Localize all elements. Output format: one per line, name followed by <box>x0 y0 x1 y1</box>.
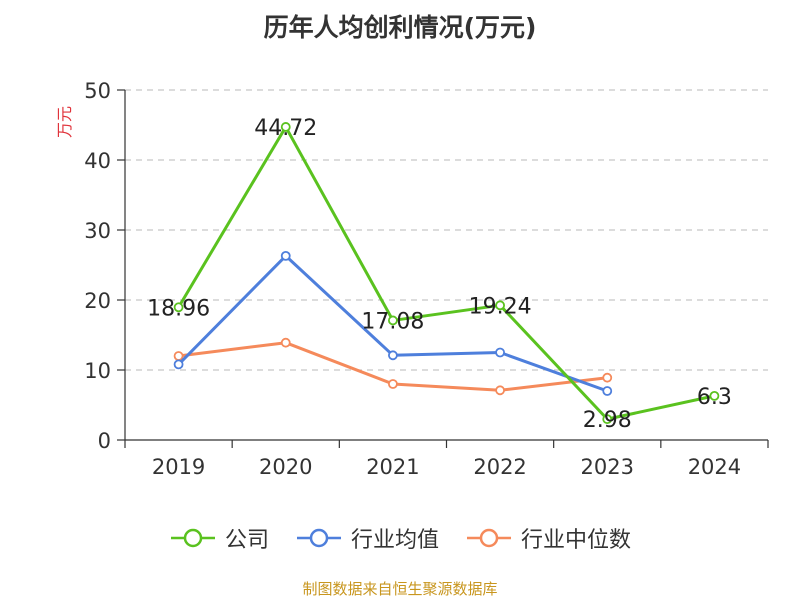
x-tick-label: 2019 <box>152 455 205 479</box>
x-tick-label: 2021 <box>366 455 419 479</box>
y-tick-label: 0 <box>98 429 111 453</box>
data-label: 18.96 <box>147 296 210 321</box>
data-point-0-2 <box>388 315 398 326</box>
legend-marker-industry-mean-icon <box>296 528 341 548</box>
data-label: 6.3 <box>697 385 732 410</box>
source-note: 制图数据来自恒生聚源数据库 <box>302 580 498 598</box>
y-tick-label: 30 <box>84 219 111 243</box>
data-label: 17.08 <box>361 309 424 334</box>
legend-marker-company-icon <box>170 528 215 548</box>
data-label: 2.98 <box>583 408 632 433</box>
x-tick-label: 2023 <box>581 455 634 479</box>
data-point-0-5 <box>709 390 720 401</box>
x-tick-label: 2020 <box>259 455 312 479</box>
data-point-2-0 <box>173 351 184 361</box>
legend-item-industry-median[interactable]: 行业中位数 <box>465 522 631 554</box>
data-label: 44.72 <box>254 116 317 141</box>
data-point-0-4 <box>602 414 613 425</box>
x-tick-label: 2022 <box>473 455 526 479</box>
y-tick-label: 20 <box>84 289 111 313</box>
legend-item-company[interactable]: 公司 <box>169 522 269 554</box>
data-label: 19.24 <box>469 294 532 319</box>
series-line-0 <box>177 125 715 421</box>
data-point-2-2 <box>388 379 398 389</box>
legend-label-industry-median: 行业中位数 <box>521 528 632 553</box>
line-chart: 0 10 20 30 40 50 2019 2020 2021 2022 2023 2024 万元 18.… <box>55 79 769 479</box>
y-axis-label: 万元 <box>55 106 74 138</box>
data-point-1-3 <box>495 347 505 358</box>
legend-item-industry-mean[interactable]: 行业均值 <box>295 522 439 554</box>
data-point-2-1 <box>280 337 291 348</box>
legend-label-company: 公司 <box>224 528 269 553</box>
y-tick-label: 50 <box>84 79 111 103</box>
data-point-1-0 <box>173 359 184 370</box>
data-point-0-3 <box>495 300 505 311</box>
data-point-2-4 <box>602 372 613 383</box>
legend: 公司 行业均值 行业中位数 <box>0 520 800 556</box>
legend-label-industry-mean: 行业均值 <box>350 528 439 553</box>
data-point-1-4 <box>602 386 613 396</box>
y-tick-label: 40 <box>84 149 111 173</box>
y-tick-label: 10 <box>84 359 111 383</box>
x-tick-label: 2024 <box>688 455 741 479</box>
data-point-0-0 <box>173 302 184 313</box>
data-point-2-3 <box>495 385 505 396</box>
data-point-1-2 <box>388 350 398 361</box>
chart-title: 历年人均创利情况(万元) <box>263 13 537 42</box>
legend-marker-industry-median-icon <box>467 528 511 548</box>
data-point-1-1 <box>280 250 291 261</box>
data-point-0-1 <box>280 122 291 132</box>
